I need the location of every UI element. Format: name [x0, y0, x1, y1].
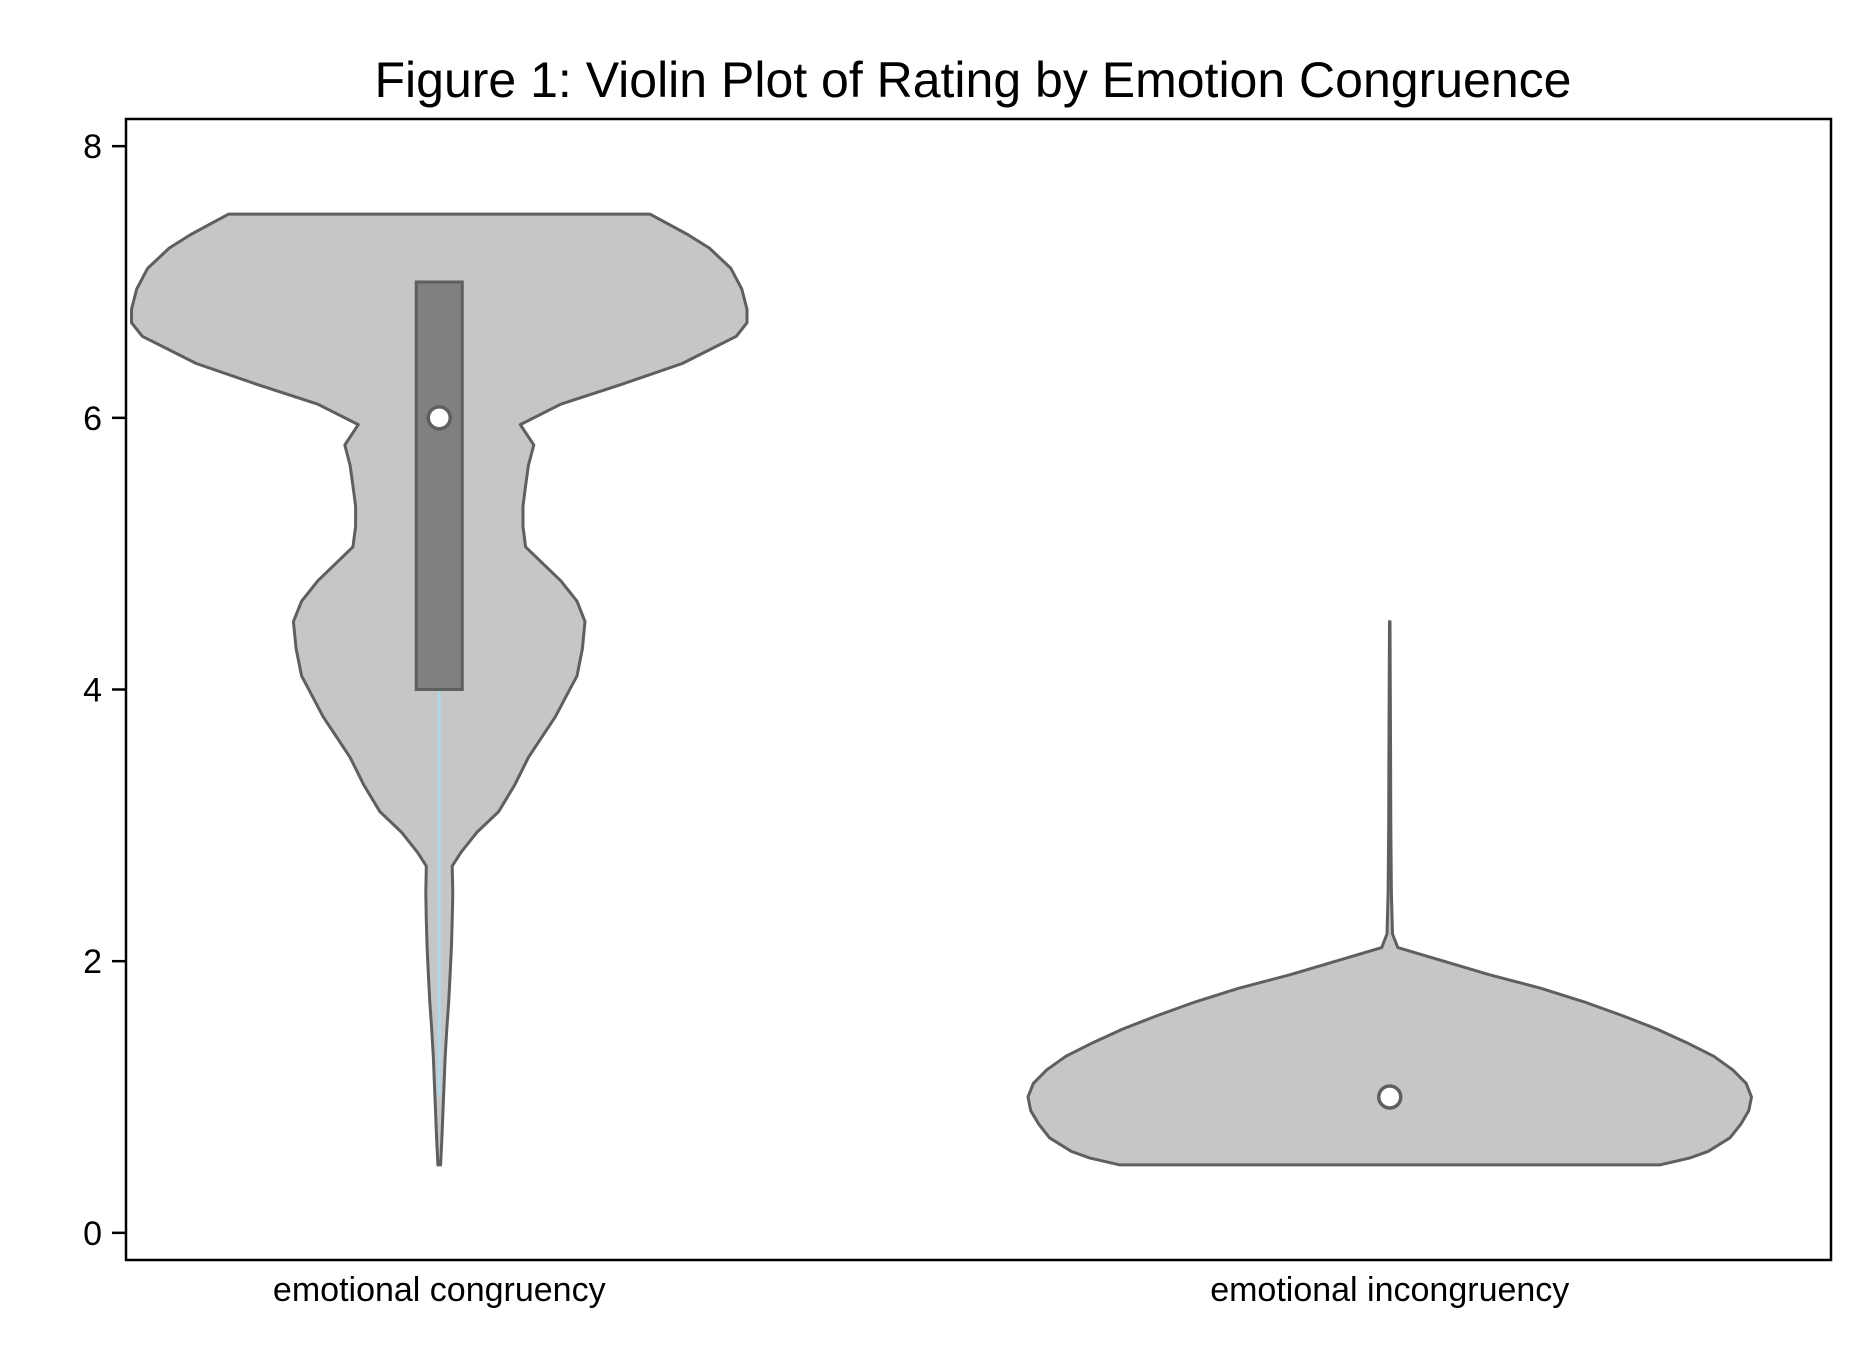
y-tick-label-0: 0 — [83, 1215, 102, 1253]
x-category-label-2: emotional incongruency — [1210, 1271, 1569, 1309]
y-tick-label-6: 6 — [83, 400, 102, 438]
x-axis: emotional congruency emotional incongruen… — [273, 1271, 1569, 1309]
median-marker-2 — [1377, 1084, 1403, 1110]
x-category-label-1: emotional congruency — [273, 1271, 606, 1309]
y-tick-label-8: 8 — [83, 128, 102, 166]
y-tick-label-4: 4 — [83, 672, 102, 710]
y-tick-label-2: 2 — [83, 943, 102, 981]
median-marker-1 — [426, 405, 452, 431]
violin-layer — [130, 212, 1753, 1167]
y-axis: 0 2 4 6 8 — [83, 128, 126, 1253]
chart-title: Figure 1: Violin Plot of Rating by Emoti… — [375, 52, 1572, 108]
iqr-box-1 — [414, 280, 464, 691]
violin-body-2 — [1026, 620, 1753, 1167]
